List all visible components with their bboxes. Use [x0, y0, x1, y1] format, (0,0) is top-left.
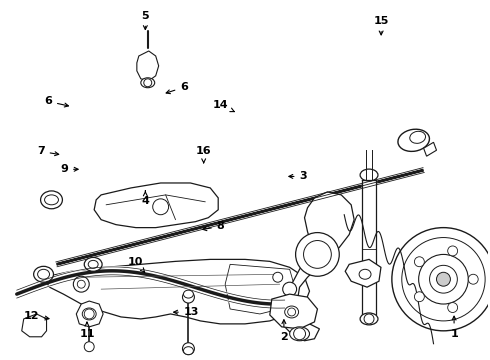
Text: 8: 8 [203, 221, 224, 231]
Circle shape [448, 302, 458, 312]
Ellipse shape [38, 269, 49, 279]
Ellipse shape [360, 169, 378, 181]
Circle shape [84, 342, 94, 352]
Ellipse shape [200, 191, 210, 199]
Ellipse shape [82, 308, 96, 320]
Text: 1: 1 [450, 316, 458, 339]
Text: 9: 9 [60, 164, 78, 174]
Ellipse shape [88, 260, 98, 268]
Ellipse shape [45, 195, 58, 205]
Circle shape [294, 328, 306, 340]
Circle shape [430, 265, 457, 293]
Circle shape [288, 308, 295, 316]
Circle shape [402, 238, 485, 321]
Circle shape [303, 240, 331, 268]
Ellipse shape [34, 266, 53, 282]
Circle shape [84, 309, 94, 319]
Text: 7: 7 [37, 147, 59, 157]
Circle shape [153, 199, 169, 215]
Text: 14: 14 [213, 100, 234, 112]
Polygon shape [345, 260, 381, 287]
Circle shape [74, 276, 89, 292]
Text: 11: 11 [79, 322, 95, 339]
Text: 3: 3 [289, 171, 307, 181]
Text: 4: 4 [142, 191, 149, 206]
Polygon shape [225, 264, 299, 314]
Ellipse shape [41, 191, 62, 209]
Ellipse shape [183, 290, 194, 298]
Text: 6: 6 [166, 82, 188, 94]
Text: 6: 6 [44, 96, 69, 107]
Circle shape [468, 274, 478, 284]
Polygon shape [94, 183, 218, 228]
Circle shape [283, 282, 296, 296]
Circle shape [415, 257, 424, 267]
Polygon shape [282, 192, 354, 341]
Ellipse shape [398, 129, 429, 152]
Circle shape [182, 291, 195, 303]
Text: 2: 2 [280, 320, 288, 342]
Circle shape [415, 292, 424, 302]
Ellipse shape [141, 78, 155, 88]
Polygon shape [366, 150, 372, 180]
Ellipse shape [359, 269, 371, 279]
Ellipse shape [290, 327, 310, 341]
Ellipse shape [84, 257, 102, 271]
Polygon shape [362, 180, 376, 314]
Ellipse shape [285, 306, 298, 318]
Circle shape [418, 255, 468, 304]
Ellipse shape [360, 313, 378, 325]
Text: 13: 13 [173, 307, 199, 317]
Ellipse shape [410, 131, 425, 143]
Polygon shape [270, 294, 318, 329]
Ellipse shape [197, 188, 213, 202]
Circle shape [448, 246, 458, 256]
Circle shape [392, 228, 490, 331]
Text: 15: 15 [373, 16, 389, 35]
Text: 12: 12 [24, 311, 49, 321]
Polygon shape [44, 260, 310, 324]
Circle shape [273, 272, 283, 282]
Circle shape [77, 280, 85, 288]
Polygon shape [424, 142, 437, 156]
Text: 10: 10 [128, 257, 145, 272]
Circle shape [144, 79, 152, 87]
Text: 5: 5 [142, 11, 149, 30]
Circle shape [364, 314, 374, 324]
Ellipse shape [183, 347, 194, 355]
Polygon shape [76, 301, 103, 327]
Polygon shape [22, 314, 47, 337]
Circle shape [437, 272, 450, 286]
Circle shape [295, 233, 339, 276]
Text: 16: 16 [196, 147, 212, 163]
Circle shape [182, 343, 195, 355]
Polygon shape [137, 51, 159, 81]
